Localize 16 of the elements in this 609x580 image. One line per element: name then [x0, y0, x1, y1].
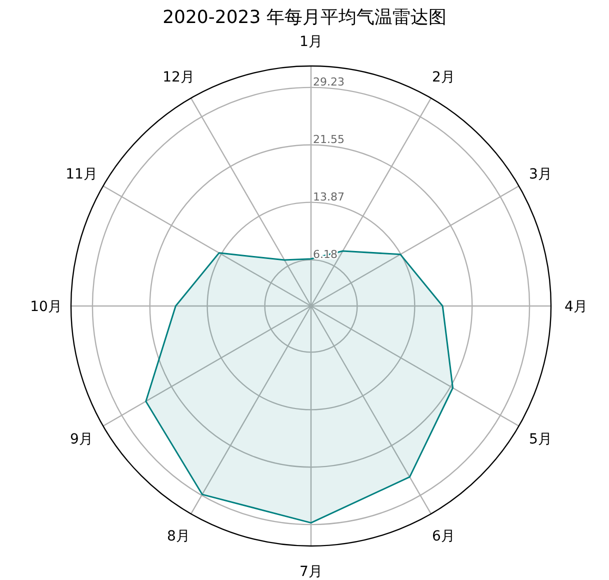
spoke-label: 8月 [167, 528, 190, 544]
spoke-label: 5月 [529, 432, 552, 448]
spoke-label: 4月 [564, 299, 588, 315]
y-tick-label: 13.87 [313, 190, 344, 204]
spoke-label: 9月 [70, 432, 93, 448]
y-tick-label: 29.23 [313, 75, 344, 88]
spoke-label: 11月 [66, 166, 98, 182]
spoke-label: 10月 [30, 299, 62, 315]
spoke-label: 6月 [432, 528, 455, 544]
spoke-label: 7月 [300, 564, 322, 580]
chart-title: 2020-2023 年每月平均气温雷达图 [162, 7, 446, 28]
y-tick-label: 21.55 [313, 132, 344, 146]
spoke-label: 1月 [300, 34, 322, 50]
spoke-label: 3月 [529, 166, 552, 182]
spoke-label: 12月 [162, 70, 194, 86]
spoke-label: 2月 [432, 70, 455, 86]
